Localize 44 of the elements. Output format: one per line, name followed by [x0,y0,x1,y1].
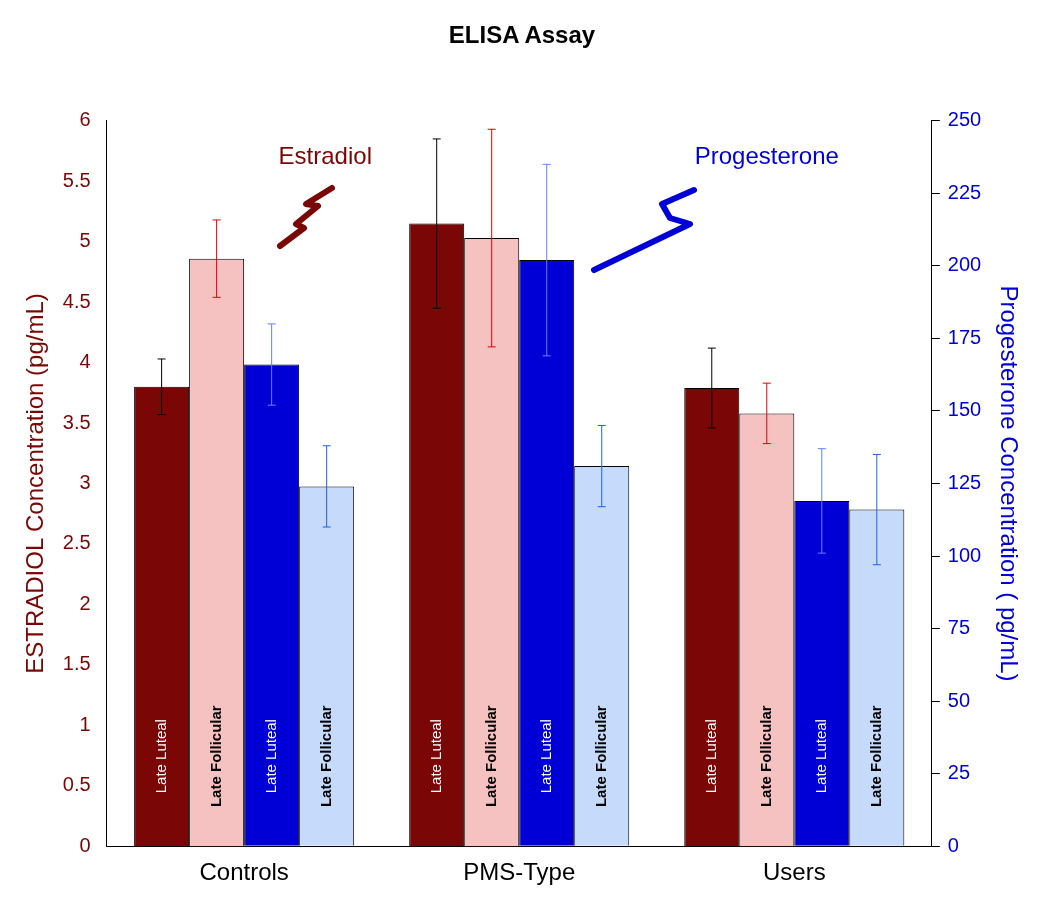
y2-tick-label: 0 [947,833,959,856]
y2-tick-label: 175 [947,325,982,348]
series-label: Late Luteal [426,719,444,794]
text: Late Follicular [866,705,884,808]
text: Late Follicular [591,705,609,808]
y-tick-label: 3.5 [62,410,91,433]
text: Late Follicular [481,705,499,808]
text: Late Luteal [151,719,169,794]
y-tick-label: 5 [79,229,91,252]
x-tick-label: PMS-Type [463,858,576,886]
y2-axis-title: Progesterone Concentration ( pg/mL) [995,285,1023,682]
annotation: Estradiol [278,141,372,169]
y-tick-label: 3 [79,471,91,494]
y2-tick-label: 150 [947,398,982,421]
y-tick-label: 0.5 [62,773,91,796]
text: Late Luteal [261,719,279,794]
annotation: Progesterone [694,141,839,169]
y-tick-label: 1 [79,712,91,735]
y2-tick-label: 200 [947,253,982,276]
y-tick-label: 2 [79,591,91,614]
text: Late Luteal [701,719,719,794]
y2-tick-label: 100 [947,543,982,566]
y-tick-label: 6 [79,108,91,131]
y2-tick-label: 75 [947,616,971,639]
text: Late Luteal [811,719,829,794]
y2-tick-label: 25 [947,761,971,784]
y-tick-label: 0 [79,833,91,856]
series-label: Late Follicular [206,705,224,808]
y2-tick-label: 225 [947,180,982,203]
y-tick-label: 2.5 [62,531,91,554]
y-tick-label: 4.5 [62,289,91,312]
y2-tick-label: 250 [947,108,982,131]
chart-title: ELISA Assay [448,21,596,49]
y2-tick-label: 50 [947,688,971,711]
y-axis-title: ESTRADIOL Concentration (pg/mL) [21,293,49,674]
text: Late Follicular [756,705,774,808]
y2-tick-label: 125 [947,471,982,494]
series-label: Late Luteal [536,719,554,794]
y-tick-label: 4 [79,350,91,373]
x-tick-label: Users [762,858,826,886]
series-label: Late Follicular [316,705,334,808]
x-tick-label: Controls [199,858,289,886]
y-tick-label: 1.5 [62,652,91,675]
y-tick-label: 5.5 [62,168,91,191]
